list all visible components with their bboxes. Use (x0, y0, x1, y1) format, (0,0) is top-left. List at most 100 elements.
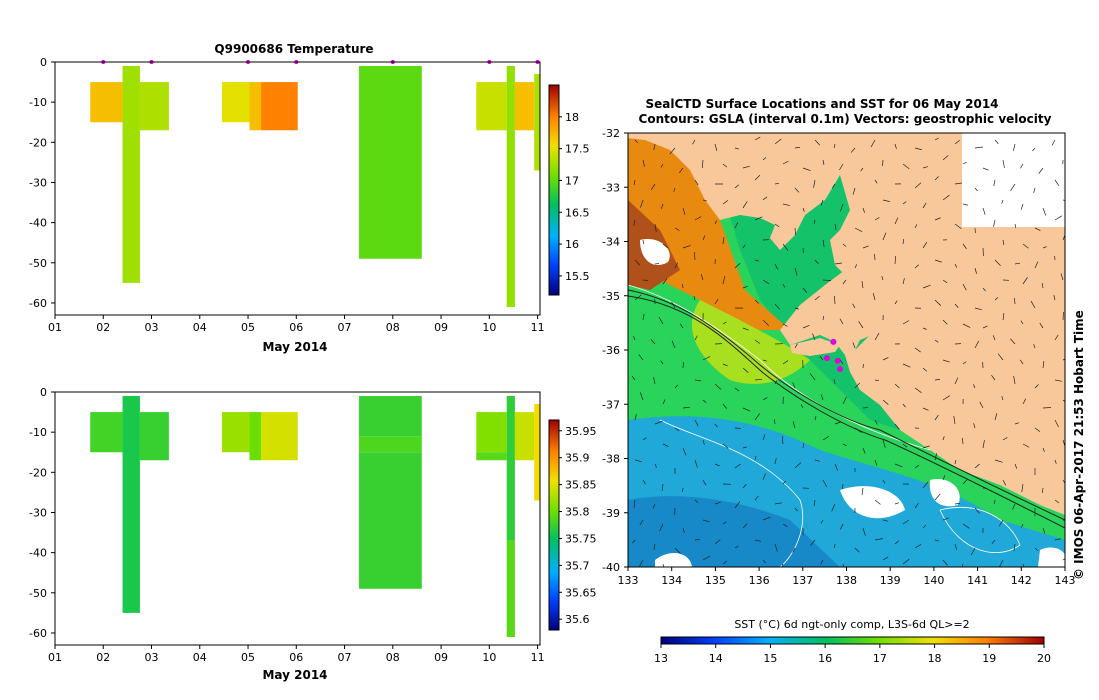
geostrophic-vector (831, 503, 836, 512)
seal-ctd-location (836, 365, 843, 372)
colorbar-tick-label: 35.9 (565, 452, 590, 465)
geostrophic-vector (682, 406, 690, 409)
geostrophic-vector (742, 407, 751, 412)
geostrophic-vector (1022, 277, 1028, 285)
geostrophic-vector (942, 279, 948, 284)
map-x-tick-label: 138 (836, 574, 857, 587)
geostrophic-vector (860, 167, 864, 172)
geostrophic-vector (794, 146, 800, 149)
x-tick-label: 04 (193, 651, 207, 664)
geostrophic-vector (914, 182, 922, 189)
geostrophic-vector (934, 217, 941, 221)
geostrophic-vector (894, 143, 897, 149)
geostrophic-vector (633, 179, 636, 185)
geostrophic-vector (914, 544, 922, 549)
sst-colorbar (660, 636, 1045, 645)
geostrophic-vector (934, 414, 939, 421)
geostrophic-vector (1054, 379, 1062, 382)
geostrophic-vector (942, 194, 950, 201)
geostrophic-vector (993, 219, 996, 227)
map-y-tick-label: -32 (602, 127, 620, 140)
geostrophic-vector (998, 559, 1004, 567)
geostrophic-vector (850, 147, 856, 153)
geostrophic-vector (658, 316, 664, 325)
geostrophic-vector (942, 359, 950, 363)
geostrophic-vector (974, 267, 977, 274)
geostrophic-vector (822, 435, 830, 441)
geostrophic-vector (854, 382, 861, 389)
geostrophic-vector (1002, 159, 1005, 168)
geostrophic-vector (831, 183, 836, 189)
x-tick-label: 03 (145, 651, 159, 664)
geostrophic-vector (661, 483, 664, 491)
x-tick-label: 10 (482, 651, 496, 664)
geostrophic-vector (754, 456, 757, 461)
geostrophic-vector (1042, 487, 1044, 494)
geostrophic-vector (639, 559, 644, 567)
cloud-gap (640, 239, 670, 266)
x-tick-label: 03 (145, 321, 159, 334)
geostrophic-vector (914, 347, 921, 353)
geostrophic-vector (954, 140, 960, 145)
colorbar-tick-label: 35.8 (565, 506, 590, 519)
geostrophic-vector (922, 367, 928, 372)
geostrophic-vector (982, 325, 988, 329)
geostrophic-vector (822, 315, 824, 321)
geostrophic-vector (954, 543, 958, 550)
x-tick-label: 04 (193, 321, 207, 334)
geostrophic-vector (894, 502, 899, 505)
geostrophic-vector (682, 361, 684, 369)
y-tick-label: -40 (29, 547, 47, 560)
geostrophic-vector (834, 223, 837, 230)
cloud-gap (929, 479, 960, 507)
geostrophic-vector (673, 187, 676, 192)
geostrophic-vector (814, 416, 817, 421)
geostrophic-vector (774, 543, 778, 552)
geostrophic-vector (1022, 243, 1029, 249)
geostrophic-vector (973, 384, 976, 389)
profile-bar (359, 66, 422, 259)
geostrophic-vector (742, 446, 747, 449)
y-tick-label: -10 (29, 426, 47, 439)
geostrophic-vector (754, 216, 763, 221)
geostrophic-vector (842, 243, 847, 247)
geostrophic-vector (754, 339, 761, 344)
sst-colorbar-tick-label: 16 (818, 652, 832, 665)
map-x-tick-label: 139 (880, 574, 901, 587)
geostrophic-vector (902, 201, 907, 205)
geostrophic-vector (1034, 427, 1041, 432)
colorbar-tick-label: 35.95 (565, 425, 597, 438)
map-y-tick-label: -38 (602, 453, 620, 466)
colorbar-tick-label: 35.75 (565, 532, 597, 545)
geostrophic-vector (742, 484, 747, 489)
profile-bar (476, 82, 507, 131)
geostrophic-vector (814, 295, 820, 301)
geostrophic-vector (754, 539, 761, 542)
seal-ctd-location (823, 355, 830, 362)
map-y-tick-label: -37 (602, 398, 620, 411)
sst-colorbar-tick-label: 15 (763, 652, 777, 665)
map-x-tick-label: 143 (1055, 574, 1076, 587)
geostrophic-vector (962, 478, 969, 485)
geostrophic-vector (1034, 547, 1039, 551)
map-y-tick-label: -35 (602, 290, 620, 303)
geostrophic-vector (683, 568, 689, 569)
geostrophic-vector (833, 543, 836, 549)
geostrophic-vector (802, 167, 811, 172)
geostrophic-vector (722, 321, 727, 325)
geostrophic-vector (974, 340, 980, 349)
geostrophic-vector (1034, 261, 1039, 269)
geostrophic-vector (894, 383, 900, 389)
profile-bar (249, 412, 262, 461)
geostrophic-vector (993, 179, 996, 186)
y-tick-label: -20 (29, 466, 47, 479)
geostrophic-vector (792, 382, 796, 389)
colorbar-tick-label: 18 (565, 111, 579, 124)
map-subtitle: Contours: GSLA (interval 0.1m) Vectors: … (639, 112, 1052, 126)
geostrophic-vector (954, 502, 960, 505)
geostrophic-vector (734, 463, 741, 469)
geostrophic-vector (794, 227, 796, 236)
geostrophic-vector (1038, 167, 1044, 174)
geostrophic-vector (914, 147, 922, 151)
